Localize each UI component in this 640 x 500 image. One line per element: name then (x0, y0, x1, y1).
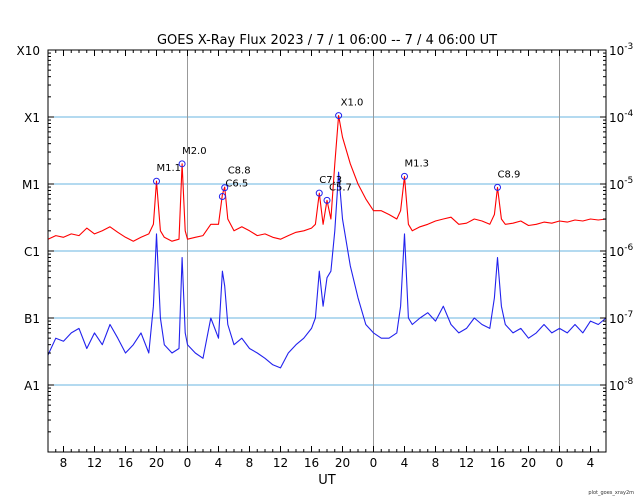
flare-marker (494, 183, 501, 191)
flare-label: C8.8 (228, 166, 251, 177)
flux-label-base: 10 (609, 44, 624, 58)
flare-marker (221, 184, 229, 192)
flux-label: 10-8 (609, 377, 634, 393)
chart-title: GOES X-Ray Flux 2023 / 7 / 1 06:00 -- 7 … (157, 33, 497, 48)
flux-label-exponent: -6 (624, 243, 633, 253)
flare-marker (218, 193, 226, 201)
class-label: X1 (24, 111, 40, 125)
flare-label: C8.9 (498, 169, 521, 180)
flux-label-base: 10 (609, 245, 624, 259)
class-label: A1 (24, 379, 40, 393)
flux-label: 10-4 (609, 109, 634, 125)
series-line-0 (47, 115, 607, 242)
x-tick-label: 0 (370, 456, 378, 470)
flare-label: M1.3 (405, 158, 430, 169)
flare-marker (323, 196, 331, 204)
x-tick-label: 4 (401, 456, 409, 470)
series-line-1 (47, 171, 607, 369)
flare-marker (153, 177, 160, 185)
x-tick-label: 8 (432, 456, 440, 470)
x-tick-label: 8 (60, 456, 68, 470)
flux-label-exponent: -5 (624, 176, 633, 186)
flare-marker (335, 112, 343, 120)
x-tick-label: 0 (184, 456, 192, 470)
flux-label-base: 10 (609, 111, 624, 125)
flux-label-base: 10 (609, 178, 624, 192)
x-tick-label: 20 (335, 456, 350, 470)
flux-label: 10-7 (609, 310, 633, 326)
x-tick-label: 12 (273, 456, 288, 470)
x-tick-label: 4 (587, 456, 595, 470)
flare-label: C5.7 (329, 182, 352, 193)
flare-label: C6.5 (225, 179, 248, 190)
flux-label: 10-3 (609, 42, 633, 58)
flux-label-base: 10 (609, 312, 624, 326)
x-tick-label: 12 (87, 456, 102, 470)
flux-label-exponent: -8 (624, 377, 633, 387)
flare-label: X1.0 (341, 98, 364, 109)
x-tick-label: 8 (246, 456, 254, 470)
flare-marker (401, 172, 408, 180)
flare-label: M2.0 (182, 146, 207, 157)
flare-label: M1.1 (157, 163, 182, 174)
flare-marker (315, 189, 323, 197)
flux-label-exponent: -4 (624, 109, 633, 119)
plot-footer: plot_goes_xray2m (588, 490, 634, 496)
x-tick-label: 16 (490, 456, 505, 470)
x-tick-label: 20 (149, 456, 164, 470)
class-label: M1 (22, 178, 40, 192)
x-tick-label: 12 (459, 456, 474, 470)
flux-label-base: 10 (609, 379, 624, 393)
flare-marker (178, 160, 186, 168)
class-label: C1 (24, 245, 40, 259)
flare-label: C7.3 (319, 175, 342, 186)
class-label: B1 (24, 312, 40, 326)
x-axis-label: UT (318, 473, 336, 488)
x-tick-label: 0 (556, 456, 564, 470)
x-tick-label: 20 (521, 456, 536, 470)
flux-label: 10-5 (609, 176, 633, 192)
flux-label: 10-6 (609, 243, 634, 259)
x-tick-label: 16 (304, 456, 319, 470)
x-tick-label: 16 (118, 456, 133, 470)
flux-label-exponent: -3 (624, 42, 633, 52)
flux-label-exponent: -7 (624, 310, 633, 320)
class-label: X10 (17, 44, 41, 58)
x-tick-label: 4 (215, 456, 223, 470)
